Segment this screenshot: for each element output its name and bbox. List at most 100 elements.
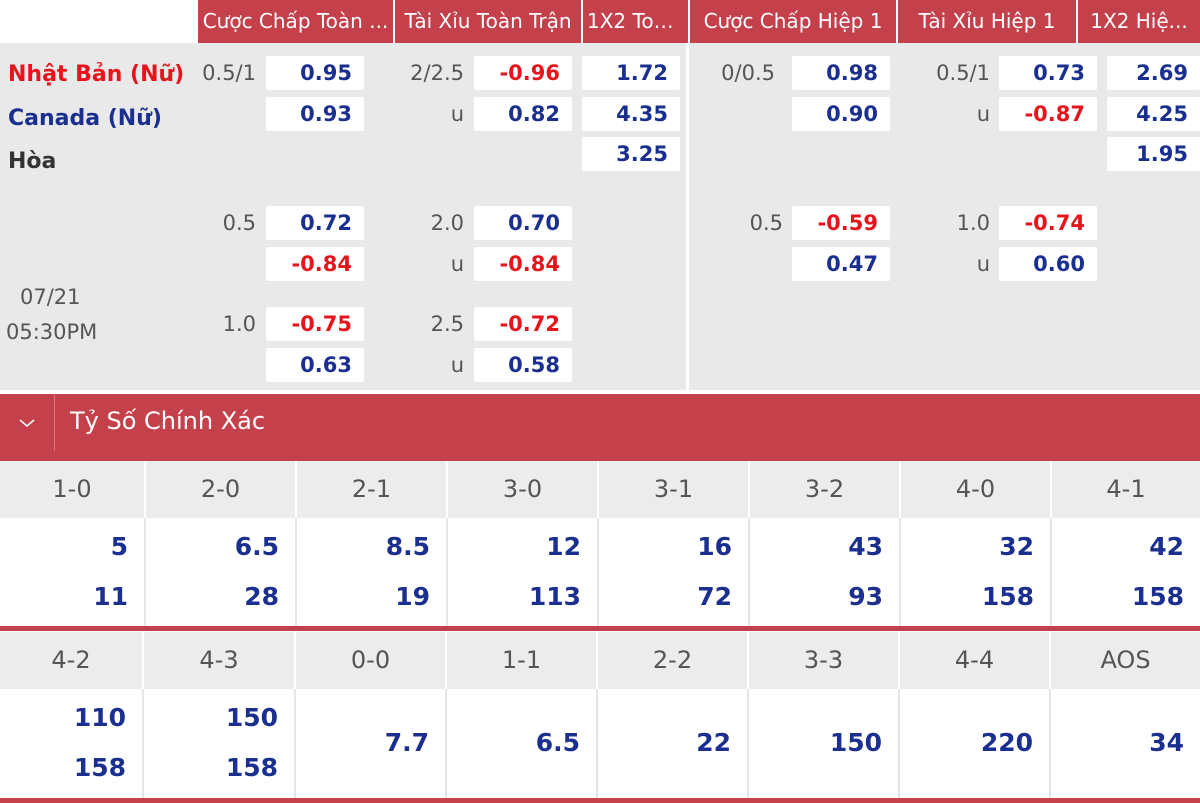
score-odd-home[interactable]: 8.5 <box>385 532 430 561</box>
odds-cell-1x2-draw[interactable]: 3.25 <box>582 137 680 171</box>
odds-cell[interactable]: 0.47 <box>792 247 890 281</box>
odds-cell[interactable]: 0.93 <box>266 97 364 131</box>
score-odd-away[interactable]: 11 <box>93 582 128 611</box>
score-odd-home[interactable]: 16 <box>697 532 732 561</box>
odds-cell[interactable]: 0.63 <box>266 348 364 382</box>
score-odds-cell[interactable]: 220 <box>900 689 1051 798</box>
odds-cell[interactable]: 0.95 <box>266 56 364 90</box>
bottom-divider <box>0 798 1200 803</box>
exact-score-grid-1: 1-0 2-0 2-1 3-0 3-1 3-2 4-0 4-1 5 11 6.5 2… <box>0 461 1200 627</box>
score-odds-cell[interactable]: 32 158 <box>901 518 1052 627</box>
odds-cell[interactable]: 0.70 <box>474 206 572 240</box>
header-spacer <box>0 0 196 43</box>
score-odd-home[interactable]: 12 <box>546 532 581 561</box>
odds-cell[interactable]: -0.96 <box>474 56 572 90</box>
odds-cell[interactable]: -0.84 <box>266 247 364 281</box>
score-odd-away[interactable]: 19 <box>395 582 430 611</box>
score-odds-cell[interactable]: 22 <box>598 689 749 798</box>
score-odd-home[interactable]: 32 <box>999 532 1034 561</box>
chevron-down-icon[interactable] <box>0 394 55 451</box>
score-label: 3-1 <box>599 461 750 518</box>
score-odd-home[interactable]: 42 <box>1149 532 1184 561</box>
score-label: 1-1 <box>447 632 598 689</box>
odds-cell[interactable]: 0.58 <box>474 348 572 382</box>
score-odd-away[interactable]: 158 <box>981 582 1034 611</box>
match-date: 07/21 <box>20 285 81 309</box>
score-odd-away[interactable]: 158 <box>1131 582 1184 611</box>
score-odds-cell[interactable]: 6.5 28 <box>146 518 297 627</box>
under-label: u <box>976 102 990 126</box>
exact-score-header[interactable]: Tỷ Số Chính Xác <box>0 394 1200 461</box>
score-label: 4-1 <box>1052 461 1200 518</box>
score-label: AOS <box>1051 632 1200 689</box>
score-odd-away[interactable]: 158 <box>225 753 278 782</box>
score-odd[interactable]: 220 <box>980 728 1033 757</box>
score-odds-cell[interactable]: 12 113 <box>448 518 599 627</box>
odds-cell-1x2-away[interactable]: 4.35 <box>582 97 680 131</box>
exact-score-title: Tỷ Số Chính Xác <box>70 407 266 435</box>
score-label: 4-0 <box>901 461 1052 518</box>
header-1h-handicap: Cược Chấp Hiệp 1 <box>688 0 896 43</box>
score-odds-cell[interactable]: 150 158 <box>144 689 296 798</box>
odds-cell[interactable]: 0.90 <box>792 97 890 131</box>
score-odd-home[interactable]: 43 <box>848 532 883 561</box>
score-odds-cell[interactable]: 43 93 <box>750 518 901 627</box>
score-odds-cell[interactable]: 5 11 <box>0 518 146 627</box>
score-odds-cell[interactable]: 150 <box>749 689 900 798</box>
score-odd-home[interactable]: 150 <box>225 703 278 732</box>
score-label: 2-1 <box>297 461 448 518</box>
score-odds-cell[interactable]: 110 158 <box>0 689 144 798</box>
score-odds-cell[interactable]: 34 <box>1051 689 1200 798</box>
score-odds-cell[interactable]: 16 72 <box>599 518 750 627</box>
score-label: 3-0 <box>448 461 599 518</box>
under-label: u <box>976 252 990 276</box>
team-away: Canada (Nữ) <box>8 106 162 131</box>
score-odds-cell[interactable]: 8.5 19 <box>297 518 448 627</box>
score-odd-home[interactable]: 5 <box>110 532 128 561</box>
exact-score-grid-2: 4-2 4-3 0-0 1-1 2-2 3-3 4-4 AOS 110 158 1… <box>0 632 1200 798</box>
score-odd-home[interactable]: 6.5 <box>234 532 279 561</box>
score-odd[interactable]: 150 <box>829 728 882 757</box>
odds-cell-1x2-home[interactable]: 1.72 <box>582 56 680 90</box>
odds-cell[interactable]: -0.84 <box>474 247 572 281</box>
score-odd-away[interactable]: 28 <box>244 582 279 611</box>
odds-cell[interactable]: -0.87 <box>999 97 1097 131</box>
odds-cell[interactable]: 0.72 <box>266 206 364 240</box>
odds-cell-1x2-draw[interactable]: 1.95 <box>1107 137 1200 171</box>
odds-cell[interactable]: 0.60 <box>999 247 1097 281</box>
score-odd-away[interactable]: 113 <box>528 582 581 611</box>
score-odd-away[interactable]: 72 <box>697 582 732 611</box>
over-under-line: 1.0 <box>956 211 990 235</box>
score-label: 2-0 <box>146 461 297 518</box>
score-odd-home[interactable]: 110 <box>73 703 126 732</box>
score-label: 4-2 <box>0 632 144 689</box>
odds-cell[interactable]: 0.73 <box>999 56 1097 90</box>
odds-cell[interactable]: 0.98 <box>792 56 890 90</box>
header-ft-handicap: Cược Chấp Toàn ... <box>196 0 393 43</box>
odds-cell-1x2-home[interactable]: 2.69 <box>1107 56 1200 90</box>
under-label: u <box>450 353 464 377</box>
score-odd-away[interactable]: 93 <box>848 582 883 611</box>
odds-cell-1x2-away[interactable]: 4.25 <box>1107 97 1200 131</box>
score-odd[interactable]: 22 <box>696 728 731 757</box>
score-odd[interactable]: 6.5 <box>535 728 580 757</box>
odds-cell[interactable]: -0.75 <box>266 307 364 341</box>
odds-cell[interactable]: -0.72 <box>474 307 572 341</box>
handicap-line: 0.5 <box>222 211 256 235</box>
score-odds-cell[interactable]: 6.5 <box>447 689 598 798</box>
score-label: 4-4 <box>900 632 1051 689</box>
score-odd-away[interactable]: 158 <box>73 753 126 782</box>
team-home: Nhật Bản (Nữ) <box>8 62 185 87</box>
score-label: 3-2 <box>750 461 901 518</box>
first-half-odds-panel: 0/0.5 0.98 0.90 0.5 -0.59 0.47 0.5/1 0.7… <box>689 43 1200 390</box>
header-1h-1x2: 1X2 Hiệ... <box>1076 0 1200 43</box>
odds-cell[interactable]: -0.74 <box>999 206 1097 240</box>
under-label: u <box>450 102 464 126</box>
score-odd[interactable]: 7.7 <box>384 728 429 757</box>
score-odd[interactable]: 34 <box>1149 728 1184 757</box>
score-odds-cell[interactable]: 42 158 <box>1052 518 1200 627</box>
odds-cell[interactable]: -0.59 <box>792 206 890 240</box>
score-odds-cell[interactable]: 7.7 <box>296 689 447 798</box>
odds-cell[interactable]: 0.82 <box>474 97 572 131</box>
over-under-line: 2.0 <box>430 211 464 235</box>
